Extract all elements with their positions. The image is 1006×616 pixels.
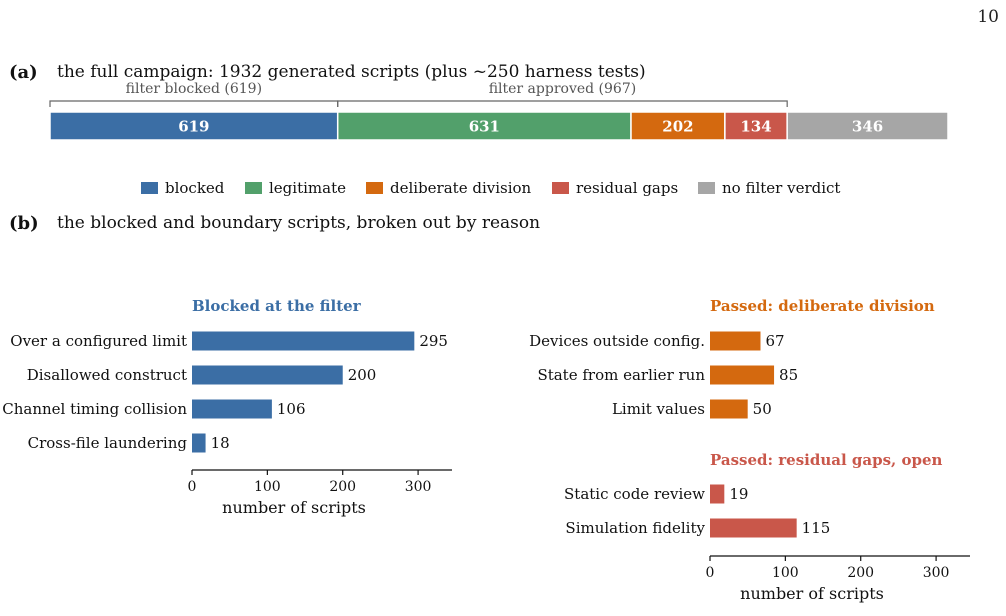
chart-deliberate-value-2: 50	[753, 400, 772, 418]
panel-a-caption: the full campaign: 1932 generated script…	[57, 62, 646, 82]
panel-b-caption: the blocked and boundary scripts, broken…	[57, 213, 540, 233]
chart-deliberate-value-1: 85	[779, 366, 798, 384]
chart-residual-title: Passed: residual gaps, open	[710, 451, 943, 469]
chart-blocked-bar-3	[192, 433, 206, 453]
chart-deliberate-value-0: 67	[765, 332, 784, 350]
legend-swatch-2	[366, 182, 383, 194]
chart-deliberate-category-1: State from earlier run	[537, 366, 705, 384]
segment-label-3: 134	[740, 118, 771, 136]
residual-gaps-chart: Passed: residual gaps, open Static code r…	[564, 451, 970, 603]
stacked-segment-4	[786, 111, 949, 141]
chart-blocked-value-1: 200	[348, 366, 377, 384]
legend-label-4: no filter verdict	[722, 179, 840, 197]
chart-blocked-value-2: 106	[277, 400, 306, 418]
stacked-bar: 619 631 202 134 346	[49, 111, 949, 141]
panel-a-tag: (a)	[9, 62, 38, 83]
deliberate-division-chart: Passed: deliberate division Devices outsi…	[529, 297, 935, 419]
stacked-segment-2	[630, 111, 726, 141]
chart-residual-bar-0	[710, 484, 725, 504]
bracket-line-0	[49, 100, 339, 107]
chart-deliberate-category-2: Limit values	[612, 400, 705, 418]
page-number: 10	[977, 7, 999, 27]
segment-label-4: 346	[852, 118, 883, 136]
chart-residual-tick-label-2: 200	[847, 565, 874, 581]
panel-b-tag: (b)	[9, 213, 39, 234]
chart-residual-bar-1	[710, 518, 797, 538]
chart-blocked-bar-0	[192, 331, 415, 351]
legend-label-3: residual gaps	[576, 179, 678, 197]
stacked-segment-1	[336, 111, 632, 141]
chart-blocked-title: Blocked at the filter	[192, 297, 362, 315]
chart-blocked-tick-label-1: 100	[254, 479, 281, 495]
chart-residual-category-1: Simulation fidelity	[565, 519, 705, 537]
chart-residual-category-0: Static code review	[564, 485, 705, 503]
legend-label-1: legitimate	[269, 179, 346, 197]
chart-deliberate-bar-0	[710, 331, 761, 351]
chart-blocked-value-3: 18	[211, 434, 230, 452]
chart-blocked-category-3: Cross-file laundering	[28, 434, 188, 452]
chart-blocked-category-2: Channel timing collision	[2, 400, 187, 418]
chart-blocked-value-0: 295	[419, 332, 448, 350]
chart-blocked-xlabel: number of scripts	[222, 498, 366, 517]
legend-label-0: blocked	[165, 179, 225, 197]
legend-swatch-0	[141, 182, 158, 194]
chart-blocked-category-0: Over a configured limit	[10, 332, 187, 350]
chart-blocked-bar-1	[192, 365, 343, 385]
chart-deliberate-bar-1	[710, 365, 775, 385]
chart-residual-tick-label-0: 0	[706, 565, 715, 581]
chart-blocked-tick-label-3: 300	[405, 479, 432, 495]
legend-swatch-4	[698, 182, 715, 194]
chart-residual-value-0: 19	[729, 485, 748, 503]
segment-label-1: 631	[469, 118, 500, 136]
legend-label-2: deliberate division	[390, 179, 532, 197]
chart-deliberate-bar-2	[710, 399, 748, 419]
chart-residual-xlabel: number of scripts	[740, 584, 884, 603]
chart-deliberate-category-0: Devices outside config.	[529, 332, 705, 350]
legend-swatch-1	[245, 182, 262, 194]
legend: blocked legitimate deliberate division resi…	[141, 179, 840, 197]
stacked-segment-0	[49, 111, 339, 141]
chart-residual-tick-label-3: 300	[923, 565, 950, 581]
chart-blocked-category-1: Disallowed construct	[27, 366, 187, 384]
legend-swatch-3	[552, 182, 569, 194]
chart-blocked-tick-label-0: 0	[188, 479, 197, 495]
blocked-reasons-chart: Blocked at the filter Over a configured l…	[2, 297, 452, 517]
chart-blocked-tick-label-2: 200	[329, 479, 356, 495]
chart-deliberate-title: Passed: deliberate division	[710, 297, 935, 315]
chart-residual-tick-label-1: 100	[772, 565, 799, 581]
chart-blocked-bar-2	[192, 399, 272, 419]
bracket-line-1	[337, 100, 788, 107]
bracket-label-1: filter approved (967)	[489, 81, 637, 97]
segment-label-0: 619	[178, 118, 209, 136]
bracket-label-0: filter blocked (619)	[126, 81, 262, 97]
chart-residual-value-1: 115	[802, 519, 831, 537]
segment-label-2: 202	[662, 118, 693, 136]
filter-brackets: filter blocked (619) filter approved (967…	[49, 81, 788, 107]
